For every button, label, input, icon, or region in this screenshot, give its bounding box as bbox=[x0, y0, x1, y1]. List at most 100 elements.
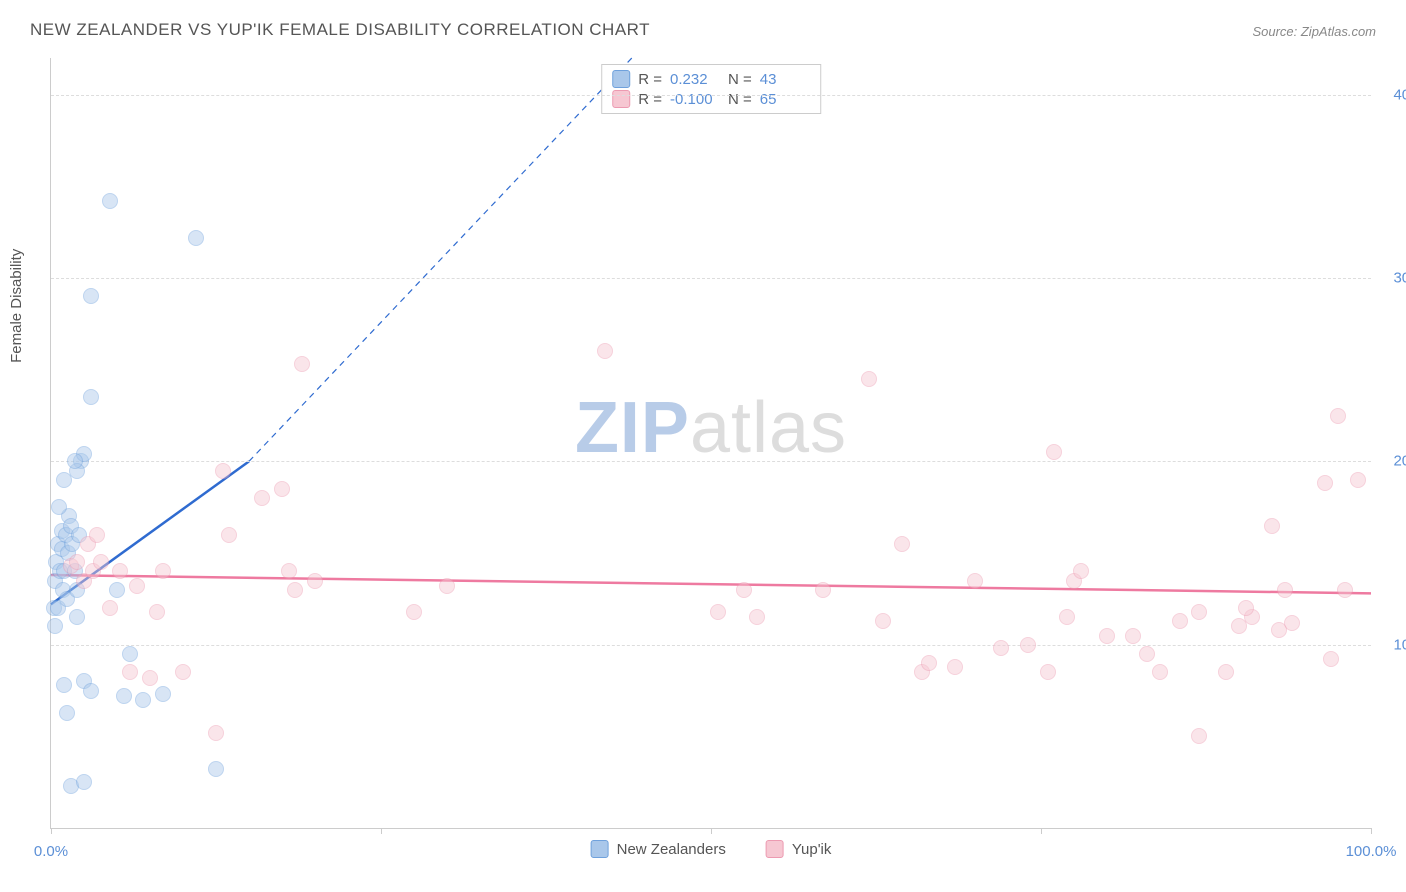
data-point bbox=[921, 655, 937, 671]
data-point bbox=[1264, 518, 1280, 534]
data-point bbox=[281, 563, 297, 579]
gridline-h bbox=[51, 278, 1371, 279]
legend-item-nz: New Zealanders bbox=[591, 840, 726, 858]
data-point bbox=[1323, 651, 1339, 667]
data-point bbox=[406, 604, 422, 620]
data-point bbox=[76, 774, 92, 790]
data-point bbox=[1191, 728, 1207, 744]
data-point bbox=[69, 609, 85, 625]
data-point bbox=[875, 613, 891, 629]
data-point bbox=[59, 705, 75, 721]
chart-title: NEW ZEALANDER VS YUP'IK FEMALE DISABILIT… bbox=[30, 20, 650, 40]
data-point bbox=[1099, 628, 1115, 644]
data-point bbox=[89, 527, 105, 543]
data-point bbox=[83, 288, 99, 304]
data-point bbox=[67, 453, 83, 469]
data-point bbox=[1040, 664, 1056, 680]
legend-item-yupik: Yup'ik bbox=[766, 840, 832, 858]
data-point bbox=[47, 618, 63, 634]
data-point bbox=[1139, 646, 1155, 662]
x-tick bbox=[1371, 828, 1372, 834]
legend-row-yupik: R = -0.100 N = 65 bbox=[612, 89, 810, 109]
correlation-legend: R = 0.232 N = 43 R = -0.100 N = 65 bbox=[601, 64, 821, 114]
y-tick-label: 20.0% bbox=[1381, 453, 1406, 470]
trend-lines-layer bbox=[51, 58, 1371, 828]
legend-r-value: 0.232 bbox=[670, 71, 720, 88]
data-point bbox=[1337, 582, 1353, 598]
data-point bbox=[749, 609, 765, 625]
scatter-plot-area: ZIPatlas R = 0.232 N = 43 R = -0.100 N =… bbox=[50, 58, 1371, 829]
data-point bbox=[736, 582, 752, 598]
x-tick bbox=[1041, 828, 1042, 834]
data-point bbox=[947, 659, 963, 675]
legend-swatch-icon bbox=[766, 840, 784, 858]
data-point bbox=[1317, 475, 1333, 491]
data-point bbox=[93, 554, 109, 570]
data-point bbox=[1152, 664, 1168, 680]
data-point bbox=[967, 573, 983, 589]
data-point bbox=[710, 604, 726, 620]
x-tick-label: 100.0% bbox=[1346, 843, 1397, 860]
data-point bbox=[188, 230, 204, 246]
legend-swatch-yupik bbox=[612, 90, 630, 108]
x-tick bbox=[381, 828, 382, 834]
data-point bbox=[102, 193, 118, 209]
watermark: ZIPatlas bbox=[575, 387, 847, 469]
y-tick-label: 40.0% bbox=[1381, 86, 1406, 103]
y-axis-label: Female Disability bbox=[8, 249, 25, 363]
data-point bbox=[294, 356, 310, 372]
data-point bbox=[129, 578, 145, 594]
legend-swatch-nz bbox=[612, 70, 630, 88]
data-point bbox=[1046, 444, 1062, 460]
data-point bbox=[155, 686, 171, 702]
data-point bbox=[1172, 613, 1188, 629]
data-point bbox=[109, 582, 125, 598]
y-tick-label: 30.0% bbox=[1381, 270, 1406, 287]
data-point bbox=[51, 499, 67, 515]
data-point bbox=[1284, 615, 1300, 631]
gridline-h bbox=[51, 95, 1371, 96]
legend-swatch-icon bbox=[591, 840, 609, 858]
data-point bbox=[307, 573, 323, 589]
data-point bbox=[1020, 637, 1036, 653]
data-point bbox=[122, 646, 138, 662]
data-point bbox=[208, 761, 224, 777]
x-tick bbox=[711, 828, 712, 834]
data-point bbox=[149, 604, 165, 620]
watermark-zip: ZIP bbox=[575, 388, 690, 468]
data-point bbox=[287, 582, 303, 598]
legend-n-value: 43 bbox=[760, 71, 810, 88]
data-point bbox=[1277, 582, 1293, 598]
legend-n-label: N = bbox=[728, 71, 752, 88]
series-legend: New Zealanders Yup'ik bbox=[591, 840, 832, 858]
data-point bbox=[142, 670, 158, 686]
data-point bbox=[1218, 664, 1234, 680]
data-point bbox=[83, 683, 99, 699]
data-point bbox=[155, 563, 171, 579]
data-point bbox=[215, 463, 231, 479]
legend-n-value: 65 bbox=[760, 91, 810, 108]
legend-r-label: R = bbox=[638, 91, 662, 108]
data-point bbox=[1059, 609, 1075, 625]
data-point bbox=[135, 692, 151, 708]
data-point bbox=[993, 640, 1009, 656]
watermark-rest: atlas bbox=[690, 388, 847, 468]
data-point bbox=[112, 563, 128, 579]
data-point bbox=[861, 371, 877, 387]
data-point bbox=[894, 536, 910, 552]
data-point bbox=[1125, 628, 1141, 644]
legend-label: New Zealanders bbox=[617, 841, 726, 858]
legend-label: Yup'ik bbox=[792, 841, 832, 858]
data-point bbox=[439, 578, 455, 594]
data-point bbox=[1238, 600, 1254, 616]
data-point bbox=[116, 688, 132, 704]
data-point bbox=[221, 527, 237, 543]
legend-r-value: -0.100 bbox=[670, 91, 720, 108]
data-point bbox=[1191, 604, 1207, 620]
data-point bbox=[1350, 472, 1366, 488]
data-point bbox=[597, 343, 613, 359]
legend-n-label: N = bbox=[728, 91, 752, 108]
y-tick-label: 10.0% bbox=[1381, 636, 1406, 653]
data-point bbox=[254, 490, 270, 506]
source-attribution: Source: ZipAtlas.com bbox=[1252, 24, 1376, 39]
